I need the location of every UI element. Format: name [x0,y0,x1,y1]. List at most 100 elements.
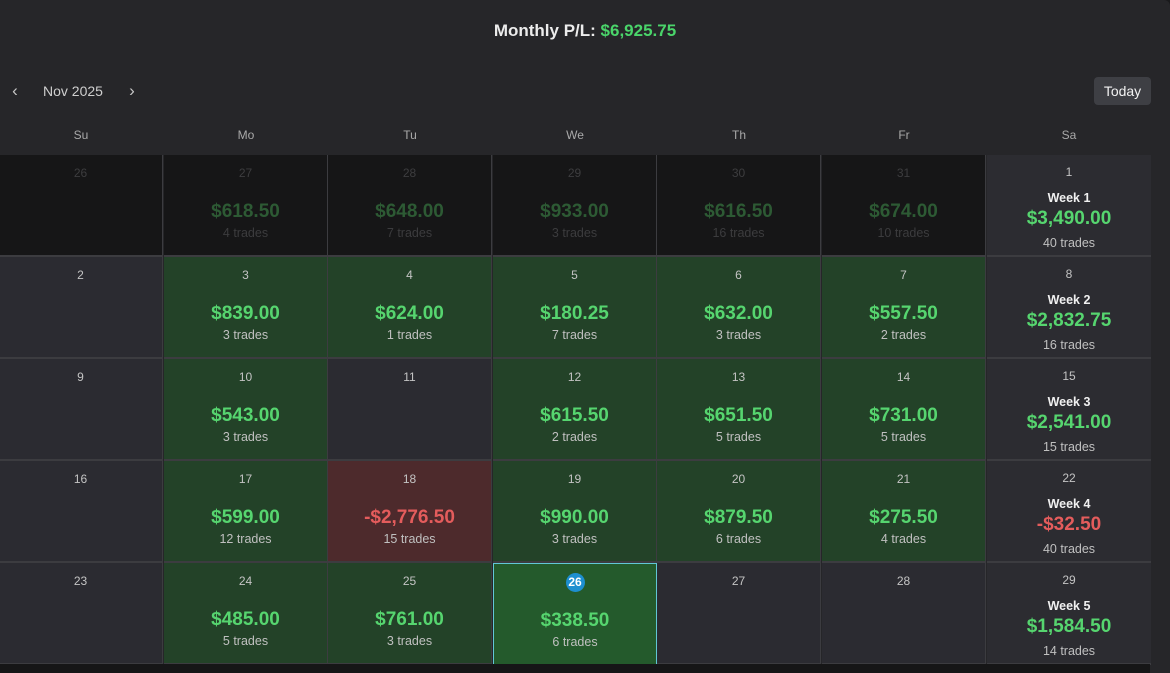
day-trade-count: 3 trades [551,226,598,240]
day-trade-count: 12 trades [219,532,272,546]
next-row-strip [0,664,1150,673]
day-trade-count: 10 trades [877,226,930,240]
day-cell[interactable]: 16 [0,461,163,563]
day-trade-count: 6 trades [715,532,762,546]
day-number: 9 [77,370,84,384]
day-number: 18 [402,472,417,486]
day-pl-amount: $651.50 [704,405,773,426]
day-pl-amount: $618.50 [211,201,280,222]
day-cell[interactable]: 11 [328,359,492,461]
day-cell[interactable]: 14 $731.00 5 trades [822,359,986,461]
week-trade-count: 16 trades [1042,338,1096,352]
day-cell[interactable]: 29 $933.00 3 trades [493,155,657,257]
day-cell[interactable]: 3 $839.00 3 trades [164,257,328,359]
day-cell[interactable]: 9 [0,359,163,461]
day-cell[interactable]: 6 $632.00 3 trades [657,257,821,359]
day-pl-amount: $632.00 [704,303,773,324]
day-pl-amount: $599.00 [211,507,280,528]
day-cell[interactable]: 21 $275.50 4 trades [822,461,986,563]
day-trade-count: 7 trades [386,226,433,240]
day-cell[interactable]: 5 $180.25 7 trades [493,257,657,359]
week-pl-amount: $1,584.50 [1026,616,1112,637]
day-trade-count: 3 trades [551,532,598,546]
day-pl-amount: $543.00 [211,405,280,426]
day-cell[interactable]: 28 $648.00 7 trades [328,155,492,257]
day-number: 29 [1062,573,1076,587]
week-summary-cell[interactable]: 1 Week 1 $3,490.00 40 trades [987,155,1151,257]
week-label: Week 1 [1047,191,1091,205]
day-cell[interactable]: 25 $761.00 3 trades [328,563,492,665]
day-cell[interactable]: 24 $485.00 5 trades [164,563,328,665]
day-trade-count: 5 trades [880,430,927,444]
day-number: 31 [896,166,911,180]
day-trade-count: 1 trades [386,328,433,342]
week-pl-amount: -$32.50 [1036,514,1102,535]
day-number: 27 [731,574,746,588]
week-summary-cell[interactable]: 15 Week 3 $2,541.00 15 trades [987,359,1151,461]
day-trade-count: 2 trades [880,328,927,342]
chevron-right-icon[interactable]: › [129,81,135,100]
week-trade-count: 40 trades [1042,236,1096,250]
day-cell[interactable]: 18 -$2,776.50 15 trades [328,461,492,563]
day-number: 8 [1065,267,1073,281]
day-number: 28 [896,574,911,588]
day-number: 3 [242,268,249,282]
day-cell[interactable]: 10 $543.00 3 trades [164,359,328,461]
week-summary-cell[interactable]: 29 Week 5 $1,584.50 14 trades [987,563,1151,665]
day-cell[interactable]: 12 $615.50 2 trades [493,359,657,461]
day-cell[interactable]: 19 $990.00 3 trades [493,461,657,563]
day-cell[interactable]: 23 [0,563,163,665]
day-trade-count: 2 trades [551,430,598,444]
day-pl-amount: $338.50 [540,610,610,631]
day-number: 30 [731,166,746,180]
week-pl-amount: $2,832.75 [1026,310,1112,331]
weekday-sa: Sa [1061,128,1077,142]
day-number: 19 [567,472,582,486]
day-cell[interactable]: 20 $879.50 6 trades [657,461,821,563]
day-pl-amount: $615.50 [540,405,609,426]
day-number: 17 [238,472,253,486]
day-trade-count: 3 trades [386,634,433,648]
day-number: 14 [896,370,911,384]
day-number: 23 [73,574,88,588]
day-number: 20 [731,472,746,486]
day-pl-amount: $674.00 [869,201,938,222]
day-number: 2 [77,268,84,282]
day-cell[interactable]: 27 $618.50 4 trades [164,155,328,257]
today-button[interactable]: Today [1094,77,1151,105]
day-cell[interactable]: 30 $616.50 16 trades [657,155,821,257]
day-cell[interactable]: 13 $651.50 5 trades [657,359,821,461]
week-trade-count: 15 trades [1042,440,1096,454]
day-number: 16 [73,472,88,486]
day-cell[interactable]: 26 [0,155,163,257]
day-pl-amount: $879.50 [704,507,773,528]
day-cell[interactable]: 27 [657,563,821,665]
day-cell[interactable]: 26 $338.50 6 trades [493,563,657,665]
monthly-pl-amount: $6,925.75 [600,21,677,40]
day-cell[interactable]: 31 $674.00 10 trades [822,155,986,257]
day-pl-amount: $557.50 [869,303,938,324]
day-cell[interactable]: 17 $599.00 12 trades [164,461,328,563]
day-pl-amount: $648.00 [375,201,444,222]
day-cell[interactable]: 7 $557.50 2 trades [822,257,986,359]
day-pl-amount: $275.50 [869,507,938,528]
day-number: 24 [238,574,253,588]
day-pl-amount: $731.00 [869,405,938,426]
week-trade-count: 14 trades [1042,644,1096,658]
chevron-left-icon[interactable]: ‹ [12,81,18,100]
day-trade-count: 16 trades [712,226,765,240]
week-summary-cell[interactable]: 22 Week 4 -$32.50 40 trades [987,461,1151,563]
day-cell[interactable]: 28 [822,563,986,665]
day-number: 10 [238,370,253,384]
weekday-fr: Fr [898,128,910,142]
monthly-pl-label: Monthly P/L: [493,21,596,40]
day-pl-amount: -$2,776.50 [364,507,455,528]
day-trade-count: 3 trades [715,328,762,342]
day-trade-count: 5 trades [715,430,762,444]
day-cell[interactable]: 4 $624.00 1 trades [328,257,492,359]
day-number: 26 [73,166,88,180]
day-trade-count: 6 trades [552,635,598,649]
week-summary-cell[interactable]: 8 Week 2 $2,832.75 16 trades [987,257,1151,359]
day-cell[interactable]: 2 [0,257,163,359]
day-pl-amount: $839.00 [211,303,280,324]
